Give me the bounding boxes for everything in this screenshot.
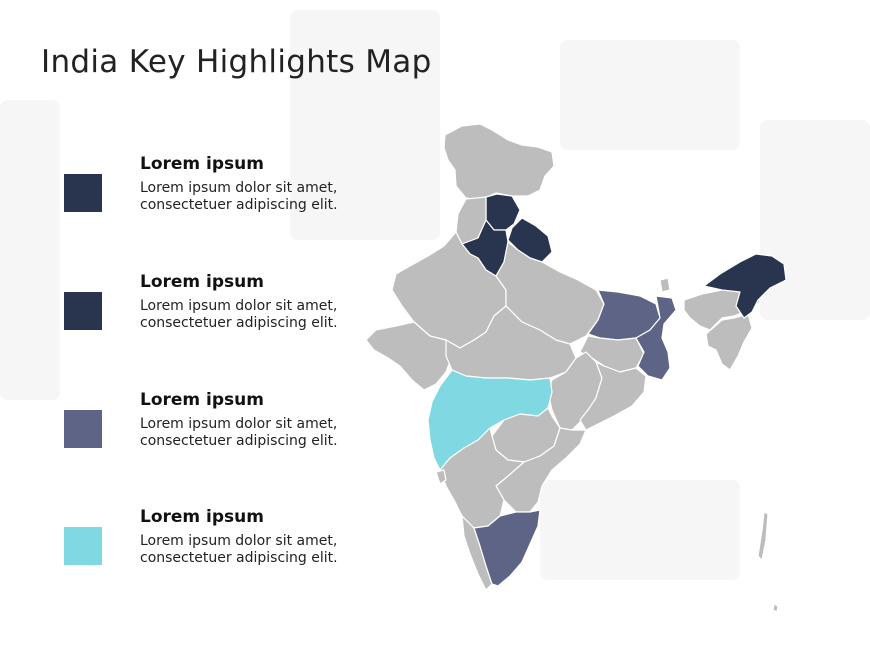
page-title: India Key Highlights Map <box>41 44 432 80</box>
legend-heading-1: Lorem ipsum <box>140 154 264 174</box>
region-northeast-south <box>705 313 753 371</box>
legend-text-2: Lorem ipsum dolor sit amet, consectetuer… <box>140 298 338 331</box>
region-west-bengal <box>635 295 677 381</box>
legend-swatch-1 <box>64 174 102 212</box>
legend-swatch-4 <box>64 527 102 565</box>
legend-item-3: Lorem ipsum Lorem ipsum dolor sit amet, … <box>64 390 344 490</box>
region-goa <box>435 469 447 485</box>
region-maharashtra <box>427 369 553 471</box>
region-odisha <box>579 361 647 431</box>
legend-heading-2: Lorem ipsum <box>140 272 264 292</box>
region-tamil-nadu <box>473 509 541 587</box>
legend-heading-3: Lorem ipsum <box>140 390 264 410</box>
region-jammu-kashmir <box>443 123 555 201</box>
region-nicobar-islands <box>772 603 779 613</box>
legend-text-4: Lorem ipsum dolor sit amet, consectetuer… <box>140 533 338 566</box>
region-uttarakhand <box>507 217 553 263</box>
legend-swatch-2 <box>64 292 102 330</box>
legend-item-2: Lorem ipsum Lorem ipsum dolor sit amet, … <box>64 272 344 372</box>
region-sikkim <box>659 277 671 293</box>
region-arunachal-pradesh <box>703 253 787 319</box>
legend-item-4: Lorem ipsum Lorem ipsum dolor sit amet, … <box>64 507 344 607</box>
legend-swatch-3 <box>64 410 102 448</box>
legend-text-1: Lorem ipsum dolor sit amet, consectetuer… <box>140 180 338 213</box>
region-gujarat <box>365 321 453 391</box>
legend-text-3: Lorem ipsum dolor sit amet, consectetuer… <box>140 416 338 449</box>
region-andaman-islands <box>757 511 769 561</box>
legend-heading-4: Lorem ipsum <box>140 507 264 527</box>
legend-item-1: Lorem ipsum Lorem ipsum dolor sit amet, … <box>64 154 344 254</box>
